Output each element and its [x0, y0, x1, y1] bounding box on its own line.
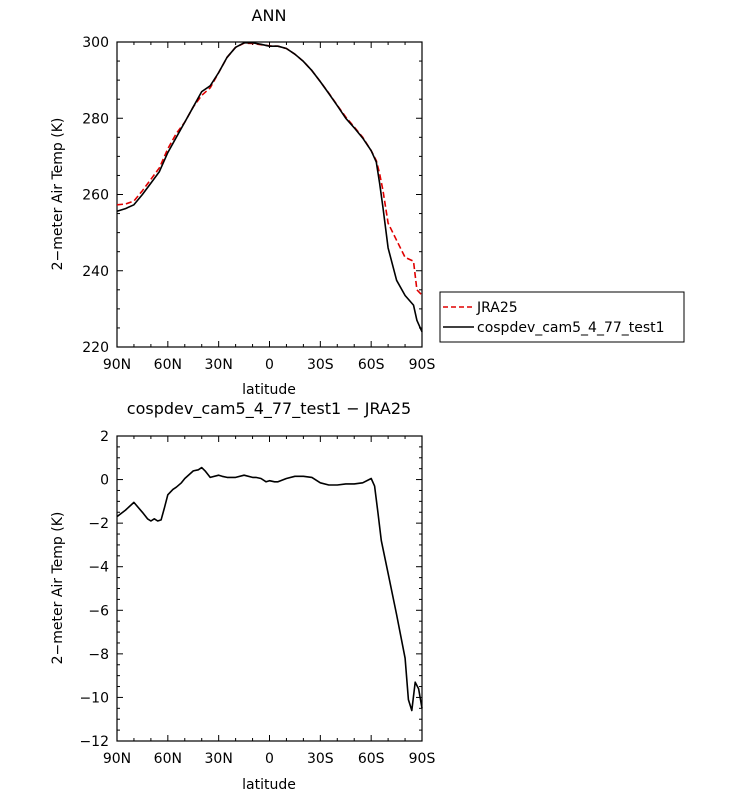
p1-series-line-1	[116, 42, 423, 333]
x-tick-label: 0	[265, 751, 274, 767]
y-tick-label: 2	[100, 429, 109, 445]
y-tick-label: −6	[88, 603, 109, 619]
bottom-x-axis-label: latitude	[242, 777, 296, 793]
top-x-ticks: 90N 60N 30N 0 30S 60S 90S	[103, 42, 436, 373]
p1-series-line-0	[116, 42, 423, 296]
x-tick-label: 30N	[205, 357, 233, 373]
x-tick-label: 30S	[307, 357, 334, 373]
bottom-y-axis-label: 2−meter Air Temp (K)	[50, 512, 66, 665]
y-tick-label: 0	[100, 473, 109, 489]
x-tick-label: 30N	[205, 751, 233, 767]
legend-box	[439, 291, 685, 343]
y-tick-label: 220	[82, 340, 109, 356]
top-y-ticks: 220 240 260 280 300	[82, 35, 422, 356]
top-plot-frame	[116, 41, 423, 348]
top-x-axis-label: latitude	[242, 382, 296, 398]
legend: JRA25 cospdev_cam5_4_77_test1	[439, 291, 685, 343]
x-tick-label: 90S	[409, 751, 436, 767]
x-tick-label: 90S	[409, 357, 436, 373]
y-tick-label: −10	[79, 690, 109, 706]
x-tick-label: 0	[265, 357, 274, 373]
y-tick-label: −4	[88, 560, 109, 576]
y-tick-label: 280	[82, 111, 109, 127]
top-chart-title: ANN	[252, 6, 287, 25]
y-tick-label: 240	[82, 264, 109, 280]
bottom-series	[116, 466, 423, 712]
x-tick-label: 30S	[307, 751, 334, 767]
x-tick-label: 60S	[358, 751, 385, 767]
bottom-chart-title: cospdev_cam5_4_77_test1 − JRA25	[127, 399, 411, 419]
p2-series-line-0	[116, 466, 423, 712]
top-series	[116, 42, 423, 333]
y-tick-label: −2	[88, 516, 109, 532]
x-tick-label: 90N	[103, 751, 131, 767]
bottom-panel: cospdev_cam5_4_77_test1 − JRA25 −12 −10 −8…	[50, 399, 435, 793]
legend-label-model: cospdev_cam5_4_77_test1	[477, 320, 665, 336]
top-y-axis-label: 2−meter Air Temp (K)	[50, 118, 66, 271]
x-tick-label: 60N	[154, 357, 182, 373]
x-tick-label: 60S	[358, 357, 385, 373]
x-tick-label: 90N	[103, 357, 131, 373]
y-tick-label: −8	[88, 647, 109, 663]
y-tick-label: 260	[82, 188, 109, 204]
bottom-y-ticks: −12 −10 −8 −6 −4 −2 0 2	[79, 429, 422, 750]
bottom-plot-frame	[116, 435, 423, 742]
y-tick-label: 300	[82, 35, 109, 51]
x-tick-label: 60N	[154, 751, 182, 767]
y-tick-label: −12	[79, 734, 109, 750]
bottom-x-ticks: 90N 60N 30N 0 30S 60S 90S	[103, 436, 436, 767]
legend-label-jra25: JRA25	[476, 300, 518, 316]
